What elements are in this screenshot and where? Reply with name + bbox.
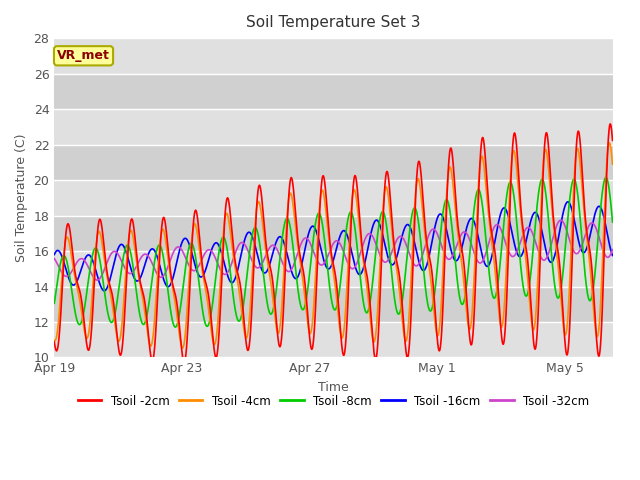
Bar (54, 287, 612, 322)
Legend: Tsoil -2cm, Tsoil -4cm, Tsoil -8cm, Tsoil -16cm, Tsoil -32cm: Tsoil -2cm, Tsoil -4cm, Tsoil -8cm, Tsoi… (73, 390, 594, 412)
Y-axis label: Soil Temperature (C): Soil Temperature (C) (15, 133, 28, 262)
Bar (54, 109, 612, 144)
X-axis label: Time: Time (318, 381, 349, 394)
Bar (54, 322, 612, 358)
Bar (54, 251, 612, 287)
Bar (54, 73, 612, 109)
Bar (54, 216, 612, 251)
Text: VR_met: VR_met (57, 49, 110, 62)
Bar (54, 144, 612, 180)
Bar (54, 180, 612, 216)
Bar (54, 38, 612, 73)
Title: Soil Temperature Set 3: Soil Temperature Set 3 (246, 15, 420, 30)
